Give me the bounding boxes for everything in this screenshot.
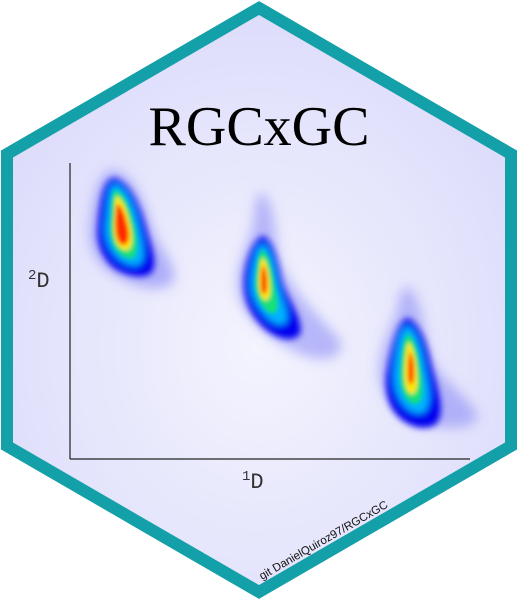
- y-axis-label: 2D: [28, 268, 50, 294]
- peak-3-core: [408, 352, 414, 384]
- peak-3: [379, 286, 478, 428]
- y-axis-label-superscript: 2: [28, 268, 36, 284]
- peak-1: [89, 170, 175, 289]
- peak-2: [237, 192, 341, 359]
- peak-2-core: [261, 266, 267, 294]
- peak-1-core: [115, 204, 129, 245]
- x-axis-label: 1D: [242, 469, 264, 495]
- y-axis-label-base: D: [36, 269, 49, 294]
- plot-axes: [69, 163, 470, 460]
- logo-title: RGCxGC: [149, 96, 370, 158]
- x-axis-label-base: D: [250, 470, 263, 495]
- chromatogram-peaks: [89, 170, 478, 428]
- x-axis-label-superscript: 1: [242, 469, 250, 485]
